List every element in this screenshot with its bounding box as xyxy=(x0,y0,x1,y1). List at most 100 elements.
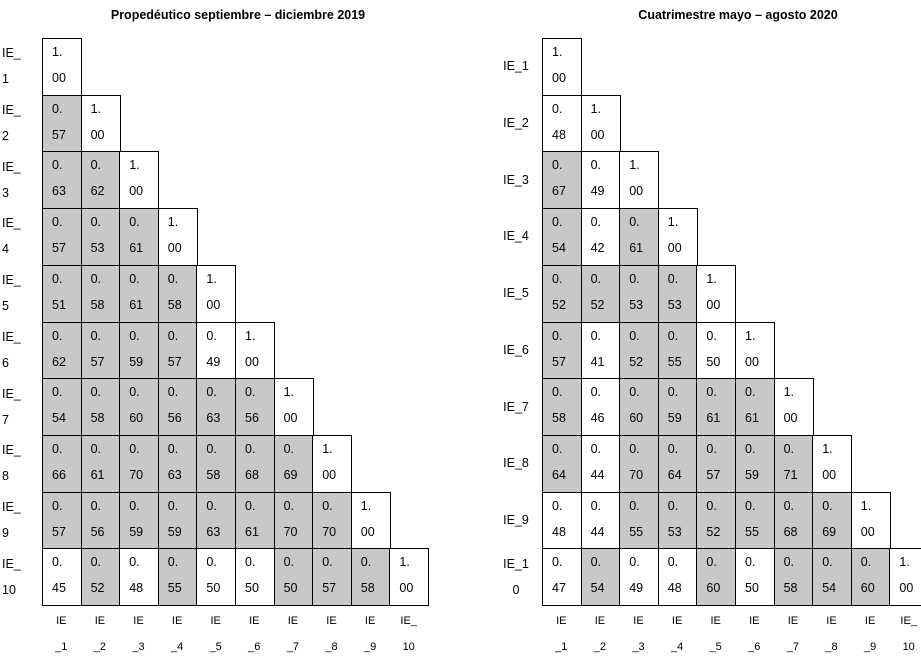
matrix-cell: 1. 00 xyxy=(889,548,921,607)
matrix-cell: 0. 68 xyxy=(235,434,276,494)
column-label: IE _4 xyxy=(670,615,684,653)
matrix-cell: 0. 54 xyxy=(812,548,853,607)
matrix-cell: 1. 00 xyxy=(850,491,891,550)
row-label: IE_ 8 xyxy=(2,443,21,484)
column-label: IE _8 xyxy=(325,615,338,653)
row-label: IE_ 7 xyxy=(2,386,21,427)
matrix-cell: 1. 00 xyxy=(157,208,198,267)
matrix-cell: 1. 00 xyxy=(580,94,621,153)
matrix-cell: 0. 69 xyxy=(812,491,853,550)
matrix-cell: 0. 41 xyxy=(580,321,621,380)
matrix-cell: 0. 57 xyxy=(696,434,737,494)
matrix-cell: 1. 00 xyxy=(389,548,430,607)
matrix-cell: 0. 46 xyxy=(580,378,621,437)
row-label: IE_ 6 xyxy=(2,329,21,370)
column-label: IE _3 xyxy=(132,615,145,653)
matrix-cell: 0. 50 xyxy=(196,548,237,607)
matrix-cell: 0. 70 xyxy=(119,434,160,494)
matrix-cell: 0. 57 xyxy=(42,491,83,550)
matrix-cell: 0. 57 xyxy=(312,548,353,607)
row-label: IE_ 4 xyxy=(2,216,21,257)
matrix-cell: 0. 59 xyxy=(119,491,160,550)
matrix-cell: 0. 55 xyxy=(735,491,776,550)
row-label: IE_7 xyxy=(503,399,529,414)
matrix-cell: 0. 60 xyxy=(696,548,737,607)
matrix-cell: 1. 00 xyxy=(696,264,737,323)
matrix-cell: 1. 00 xyxy=(735,321,776,380)
matrix-cell: 0. 63 xyxy=(157,434,198,494)
column-label: IE _5 xyxy=(709,615,722,653)
matrix-cell: 0. 56 xyxy=(157,378,198,437)
matrix-cell: 0. 68 xyxy=(773,491,814,550)
column-label: IE _7 xyxy=(286,615,300,653)
matrix-cell: 0. 48 xyxy=(542,94,583,153)
matrix-cell: 1. 00 xyxy=(80,94,121,153)
matrix-cell: 0. 59 xyxy=(657,378,698,437)
matrix-cell: 0. 57 xyxy=(42,208,83,267)
matrix-cell: 0. 61 xyxy=(619,208,660,267)
matrix-cell: 0. 55 xyxy=(657,321,698,380)
matrix-cell: 0. 58 xyxy=(773,548,814,607)
matrix-cell: 0. 47 xyxy=(542,548,583,607)
matrix-cell: 0. 58 xyxy=(157,264,198,323)
matrix-cell: 0. 58 xyxy=(80,378,121,437)
row-label: IE_5 xyxy=(503,286,529,301)
matrix-cell: 0. 54 xyxy=(580,548,621,607)
matrix-cell: 0. 54 xyxy=(42,378,83,437)
matrix-cell: 0. 64 xyxy=(542,434,583,494)
matrix-cell: 0. 57 xyxy=(80,321,121,380)
row-label: IE_1 xyxy=(503,59,529,74)
matrix-cell: 1. 00 xyxy=(273,378,314,437)
row-label: IE_8 xyxy=(503,456,529,471)
matrix-cell: 0. 62 xyxy=(42,321,83,380)
matrix-cell: 0. 55 xyxy=(619,491,660,550)
row-label: IE_3 xyxy=(503,172,529,187)
matrix-cell: 0. 63 xyxy=(196,491,237,550)
matrix-cell: 0. 70 xyxy=(312,491,353,550)
matrix-cell: 0. 58 xyxy=(542,378,583,437)
matrix-cell: 0. 52 xyxy=(580,264,621,323)
column-label: IE _1 xyxy=(555,615,568,653)
matrix-cell: 0. 54 xyxy=(542,208,583,267)
row-label: IE_ 5 xyxy=(2,273,21,314)
matrix-cell: 0. 52 xyxy=(619,321,660,380)
matrix-cell: 0. 58 xyxy=(80,264,121,323)
matrix-cell: 0. 48 xyxy=(657,548,698,607)
column-label: IE _3 xyxy=(632,615,645,653)
matrix-cell: 0. 44 xyxy=(580,434,621,494)
matrix-cell: 1. 00 xyxy=(119,151,160,210)
matrix-cell: 0. 49 xyxy=(196,321,237,380)
column-label: IE _9 xyxy=(363,615,377,653)
row-label: IE_ 10 xyxy=(2,556,21,597)
matrix-cell: 0. 50 xyxy=(273,548,314,607)
chart-title: Propedéutico septiembre – diciembre 2019 xyxy=(110,8,366,22)
column-label: IE _2 xyxy=(93,615,107,653)
matrix-cell: 0. 50 xyxy=(696,321,737,380)
matrix-cell: 0. 67 xyxy=(542,151,583,210)
matrix-cell: 0. 42 xyxy=(580,208,621,267)
matrix-cell: 0. 52 xyxy=(696,491,737,550)
matrix-cell: 0. 45 xyxy=(42,548,83,607)
row-label: IE_ 1 xyxy=(2,46,21,87)
matrix-cell: 0. 61 xyxy=(735,378,776,437)
column-label: IE _6 xyxy=(748,615,761,653)
row-label: IE_9 xyxy=(503,512,529,527)
row-label: IE_1 0 xyxy=(503,556,529,597)
matrix-cell: 0. 63 xyxy=(196,378,237,437)
matrix-cell: 1. 00 xyxy=(350,491,391,550)
matrix-cell: 1. 00 xyxy=(235,321,276,380)
row-label: IE_4 xyxy=(503,229,529,244)
row-label: IE_2 xyxy=(503,116,529,131)
column-label: IE _5 xyxy=(209,615,222,653)
matrix-cell: 0. 61 xyxy=(119,208,160,267)
column-label: IE _1 xyxy=(55,615,68,653)
matrix-cell: 1. 00 xyxy=(812,434,853,494)
matrix-cell: 0. 58 xyxy=(196,434,237,494)
chart-title: Cuatrimestre mayo – agosto 2020 xyxy=(638,8,838,22)
matrix-cell: 0. 60 xyxy=(619,378,660,437)
matrix-cell: 1. 00 xyxy=(42,38,83,97)
matrix-cell: 0. 70 xyxy=(619,434,660,494)
matrix-cell: 1. 00 xyxy=(657,208,698,267)
matrix-cell: 0. 50 xyxy=(735,548,776,607)
matrix-cell: 0. 64 xyxy=(657,434,698,494)
